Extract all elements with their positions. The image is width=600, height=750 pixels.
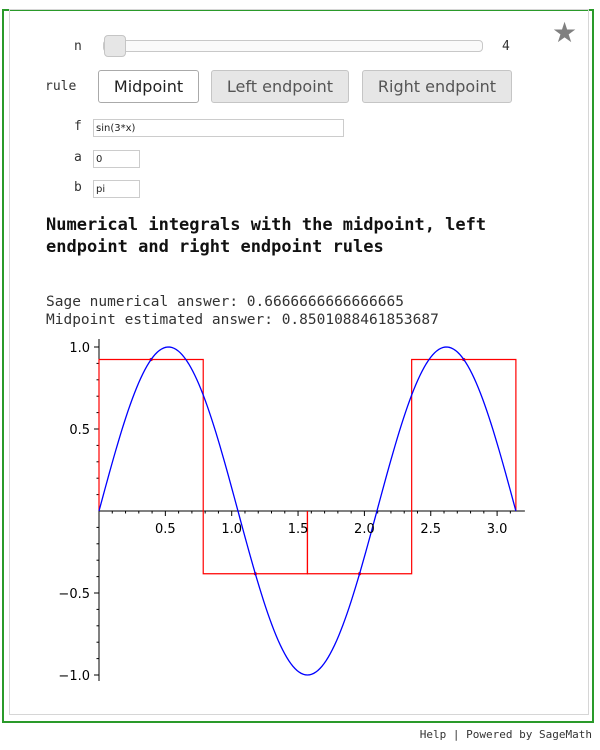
n-label: n (74, 39, 82, 54)
midpoint-rectangle (411, 358, 517, 511)
a-label: a (74, 150, 82, 165)
midpoint-rectangle (202, 511, 309, 575)
x-tick-label: 2.0 (354, 522, 375, 537)
x-tick-label: 0.5 (155, 522, 176, 537)
x-tick-label: 2.5 (420, 522, 441, 537)
footer: Help | Powered by SageMath (420, 728, 592, 741)
a-input[interactable] (93, 150, 140, 168)
left-endpoint-button[interactable]: Left endpoint (211, 70, 349, 103)
b-label: b (74, 180, 82, 195)
estimated-answer: Midpoint estimated answer: 0.85010884618… (46, 312, 439, 328)
interact-panel (9, 9, 589, 715)
star-icon[interactable]: ★ (552, 16, 578, 49)
f-label: f (74, 119, 82, 134)
footer-separator: | (452, 728, 460, 741)
function-curve (98, 346, 517, 676)
midpoint-rectangle (306, 511, 413, 575)
interact-frame (2, 9, 594, 723)
n-value: 4 (502, 39, 510, 54)
y-tick-label: 0.5 (69, 423, 90, 438)
n-slider-track[interactable] (103, 40, 483, 52)
b-input[interactable] (93, 180, 140, 198)
rule-label: rule (45, 79, 77, 94)
x-tick-label: 3.0 (487, 522, 508, 537)
help-link[interactable]: Help (419, 728, 447, 741)
f-input[interactable] (93, 119, 344, 137)
x-tick-label: 1.0 (221, 522, 242, 537)
n-slider-handle[interactable] (104, 35, 126, 57)
sage-answer: Sage numerical answer: 0.666666666666666… (46, 294, 404, 310)
y-tick-label: 1.0 (69, 341, 90, 356)
y-tick-label: −0.5 (58, 587, 90, 602)
x-tick-label: 1.5 (288, 522, 309, 537)
output-title: Numerical integrals with the midpoint, l… (46, 215, 487, 257)
midpoint-button[interactable]: Midpoint (98, 70, 199, 103)
midpoint-rectangle (98, 358, 204, 511)
y-tick-label: −1.0 (58, 669, 90, 684)
right-endpoint-button[interactable]: Right endpoint (362, 70, 512, 103)
powered-by-link[interactable]: Powered by SageMath (466, 728, 592, 741)
